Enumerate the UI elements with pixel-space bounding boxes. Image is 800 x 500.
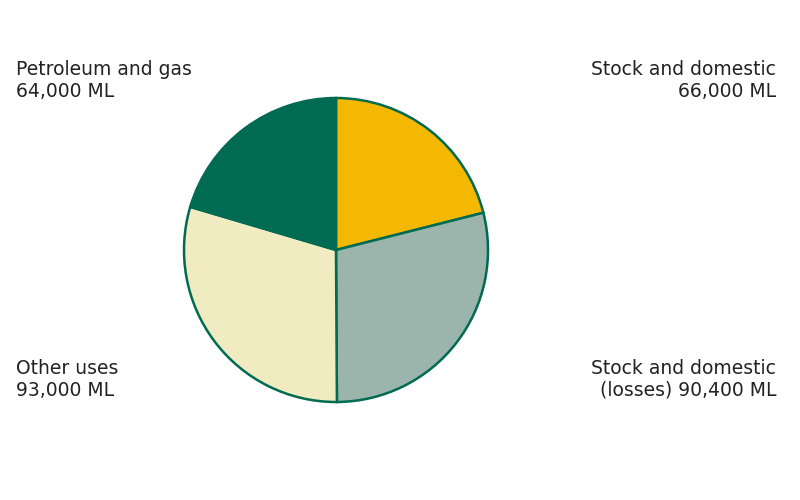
Wedge shape	[190, 98, 336, 250]
Wedge shape	[336, 212, 488, 402]
Text: Stock and domestic
(losses) 90,400 ML: Stock and domestic (losses) 90,400 ML	[591, 359, 776, 400]
Text: Petroleum and gas
64,000 ML: Petroleum and gas 64,000 ML	[16, 60, 192, 101]
Wedge shape	[184, 207, 337, 402]
Wedge shape	[336, 98, 483, 250]
Text: Other uses
93,000 ML: Other uses 93,000 ML	[16, 359, 118, 400]
Text: Stock and domestic
66,000 ML: Stock and domestic 66,000 ML	[591, 60, 776, 101]
